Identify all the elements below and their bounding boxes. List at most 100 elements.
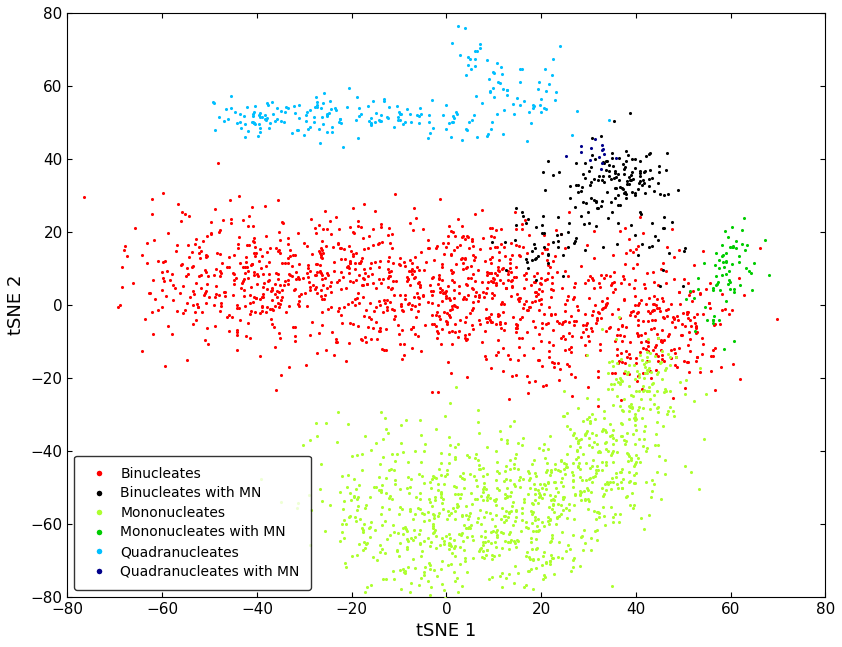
Binucleates [560,295,573,305]
Binucleates [485,316,498,327]
Binucleates [171,240,184,250]
Binucleates [484,258,498,268]
Binucleates [512,294,525,304]
Mononucleates [530,471,543,481]
Binucleates [607,267,621,278]
Mononucleates [434,448,448,459]
Binucleates [248,248,261,258]
Binucleates [517,283,530,294]
Binucleates [640,267,653,278]
Binucleates [152,305,165,315]
Binucleates [402,274,415,284]
Mononucleates [485,554,498,564]
Binucleates [270,286,284,296]
Binucleates [582,382,595,392]
Mononucleates [454,530,467,540]
Quadranucleates [280,102,293,112]
Binucleates [491,334,504,345]
Mononucleates [621,456,635,466]
Mononucleates [641,346,654,356]
Mononucleates [545,529,558,540]
Binucleates [733,373,747,384]
Quadranucleates [220,104,233,115]
Binucleates [654,345,668,356]
Binucleates [537,309,551,320]
Mononucleates [401,562,414,572]
Binucleates with MN [608,193,621,203]
Mononucleates [627,470,641,480]
Mononucleates [526,498,540,509]
Mononucleates [630,450,643,460]
Mononucleates with MN [719,247,733,258]
Mononucleates [533,478,546,488]
Binucleates [360,278,374,289]
Mononucleates with MN [679,294,692,304]
Binucleates [280,233,294,243]
Quadranucleates [515,64,529,74]
Binucleates with MN [633,168,647,179]
Mononucleates [441,506,455,516]
Mononucleates [600,477,613,487]
Binucleates [377,294,391,305]
Mononucleates [450,573,464,583]
Mononucleates [548,477,562,488]
Mononucleates [531,554,545,564]
Binucleates [648,342,662,352]
Binucleates [595,296,609,306]
Binucleates [222,262,236,272]
Binucleates [362,313,376,323]
Binucleates [360,336,373,347]
Mononucleates [642,382,656,392]
Mononucleates [562,505,576,515]
Mononucleates [560,513,573,523]
Binucleates [494,239,508,249]
Binucleates [642,336,655,347]
Binucleates [617,331,631,341]
Binucleates with MN [585,150,599,160]
Mononucleates [379,473,392,483]
Mononucleates [638,362,652,372]
Binucleates [373,256,386,266]
Binucleates with MN [509,203,523,213]
Mononucleates [536,573,550,584]
Mononucleates [578,494,592,504]
Binucleates with MN [620,146,633,156]
Quadranucleates [224,91,237,101]
Mononucleates [535,492,548,503]
Mononucleates [585,428,599,438]
Quadranucleates [486,67,499,78]
Mononucleates [556,527,569,537]
Mononucleates [547,569,561,579]
Quadranucleates [354,109,367,120]
Mononucleates [611,483,625,493]
Binucleates [501,269,514,280]
Mononucleates [488,496,502,507]
Quadranucleates [246,116,259,127]
Binucleates [472,292,486,302]
Mononucleates [430,620,444,631]
Binucleates [183,252,196,263]
Quadranucleates [365,119,378,129]
Binucleates with MN [552,167,566,177]
Mononucleates [443,538,456,548]
Binucleates [669,322,682,332]
Binucleates [600,292,614,303]
Binucleates [272,302,285,313]
Binucleates with MN [541,250,554,260]
Binucleates [173,260,187,270]
Binucleates [542,352,556,362]
Binucleates [271,274,285,285]
Binucleates with MN [536,166,550,177]
Mononucleates [607,378,621,389]
Mononucleates [508,459,521,469]
Binucleates [588,300,601,310]
Mononucleates [479,507,493,518]
Mononucleates [610,447,624,457]
Mononucleates [525,509,539,519]
Mononucleates [540,558,553,569]
Mononucleates [556,492,569,502]
Quadranucleates [237,111,251,121]
Mononucleates [347,474,360,484]
Binucleates [510,320,524,330]
Binucleates [274,258,288,269]
